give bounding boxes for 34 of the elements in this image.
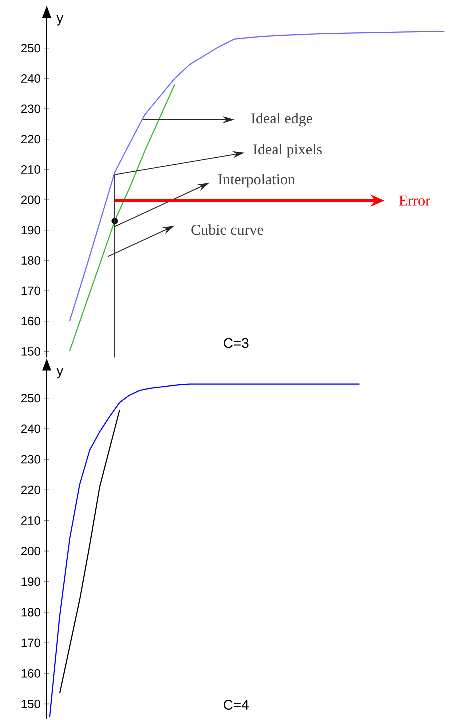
y-tick-label: 200 [22,196,41,204]
annotation: Ideal edge [252,113,313,127]
y-tick-label: 230 [22,455,41,464]
annotation: Cubic curve [192,224,264,236]
y-tick-label: 160 [22,317,41,326]
annotation: Ideal pixels [254,144,322,158]
y-tick-label: 160 [22,669,41,678]
y-tick-label: 240 [22,424,41,434]
y-tick-label: 220 [22,486,41,494]
y-tick-label: 240 [22,74,41,83]
y-axis-title: y [56,368,64,379]
line-series [70,84,176,352]
y-tick-label: 180 [22,256,41,265]
y-tick-label: 210 [22,516,41,525]
line-series [70,31,446,322]
y-tick-label: 150 [22,700,41,708]
text: C=4 [224,700,250,710]
y-tick-label: 190 [22,226,41,235]
y-tick-label: 250 [22,44,41,53]
y-tick-label: 190 [22,578,41,586]
y-tick-label: 230 [22,104,41,114]
y-tick-label: 150 [22,347,41,356]
text: C=3 [224,338,249,348]
y-tick-label: 250 [22,394,41,403]
y-tick-label: 170 [22,286,41,296]
line-series [60,409,121,694]
y-tick-label: 210 [22,165,41,174]
annotation: Error [400,196,431,206]
y-tick-label: 200 [22,547,41,556]
annotation: Interpolation [218,174,296,188]
y-tick-label: 180 [22,608,41,617]
y-tick-label: 220 [22,135,41,144]
y-axis-title: y [56,16,64,26]
y-tick-label: 170 [22,638,41,648]
